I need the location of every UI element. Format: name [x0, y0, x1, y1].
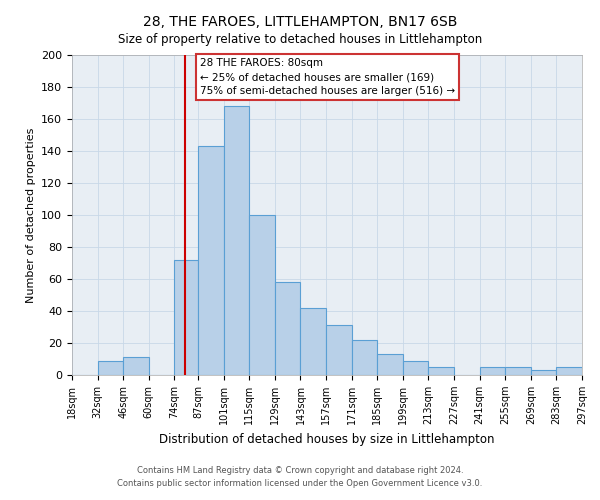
- Y-axis label: Number of detached properties: Number of detached properties: [26, 128, 35, 302]
- Text: 28 THE FAROES: 80sqm
← 25% of detached houses are smaller (169)
75% of semi-deta: 28 THE FAROES: 80sqm ← 25% of detached h…: [200, 58, 455, 96]
- Bar: [224, 106, 250, 375]
- Text: Contains HM Land Registry data © Crown copyright and database right 2024.
Contai: Contains HM Land Registry data © Crown c…: [118, 466, 482, 487]
- Bar: [479, 367, 505, 375]
- Text: Size of property relative to detached houses in Littlehampton: Size of property relative to detached ho…: [118, 32, 482, 46]
- Bar: [198, 146, 224, 375]
- Bar: [175, 260, 198, 375]
- Bar: [275, 282, 301, 375]
- Bar: [326, 326, 352, 375]
- Bar: [123, 358, 149, 375]
- Bar: [403, 360, 428, 375]
- Bar: [505, 367, 531, 375]
- Bar: [301, 308, 326, 375]
- Bar: [98, 360, 123, 375]
- Bar: [531, 370, 556, 375]
- Bar: [556, 367, 582, 375]
- Text: 28, THE FAROES, LITTLEHAMPTON, BN17 6SB: 28, THE FAROES, LITTLEHAMPTON, BN17 6SB: [143, 15, 457, 29]
- Bar: [250, 215, 275, 375]
- Bar: [352, 340, 377, 375]
- Bar: [428, 367, 454, 375]
- X-axis label: Distribution of detached houses by size in Littlehampton: Distribution of detached houses by size …: [159, 432, 495, 446]
- Bar: [377, 354, 403, 375]
